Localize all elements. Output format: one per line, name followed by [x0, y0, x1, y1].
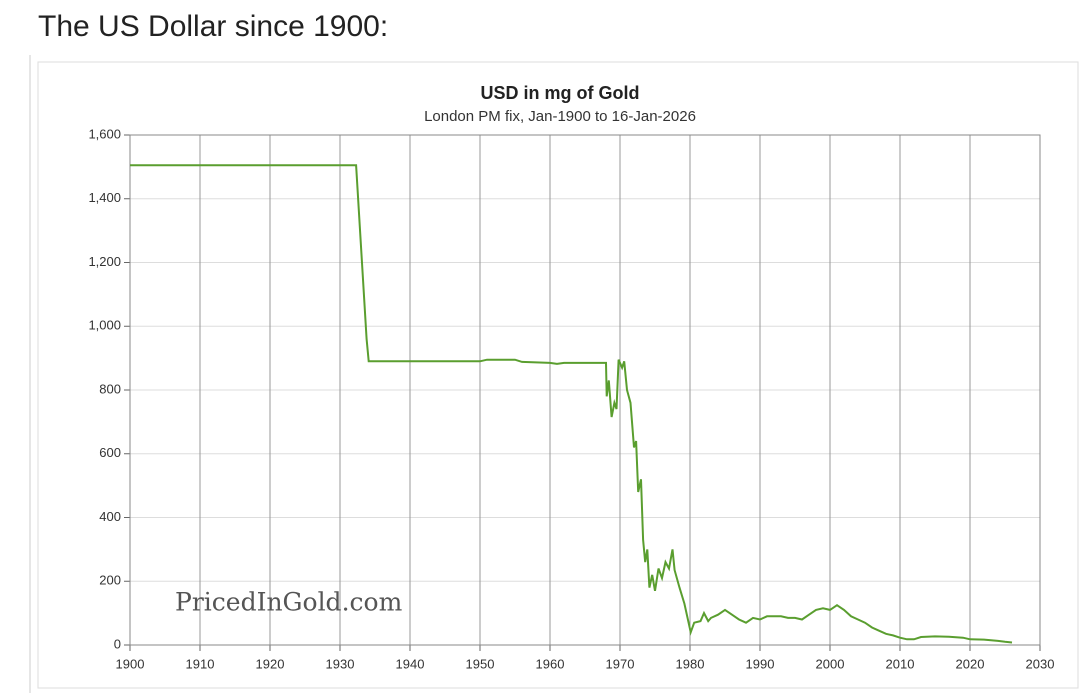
plot-frame — [129, 134, 1041, 646]
x-tick-label: 2030 — [1026, 656, 1055, 671]
x-tick-label: 1960 — [536, 656, 565, 671]
x-tick-label: 1930 — [326, 656, 355, 671]
y-tick-label: 1,400 — [88, 190, 121, 205]
data-line — [130, 164, 1013, 644]
x-tick-label: 1990 — [746, 656, 775, 671]
x-tick-label: 1910 — [186, 656, 215, 671]
chart-title: USD in mg of Gold — [481, 83, 640, 103]
y-tick-label: 1,000 — [88, 318, 121, 333]
heading: The US Dollar since 1900: — [38, 10, 388, 43]
x-tick-label: 1940 — [396, 656, 425, 671]
watermark: PricedInGold.com — [175, 588, 403, 617]
y-tick-label: 1,200 — [88, 254, 121, 269]
x-tick-label: 1920 — [256, 656, 285, 671]
x-tick-label: 2020 — [956, 656, 985, 671]
x-tick-label: 1980 — [676, 656, 705, 671]
y-tick-label: 800 — [99, 381, 121, 396]
x-tick-label: 1900 — [116, 656, 145, 671]
y-tick-label: 1,600 — [88, 126, 121, 141]
chart-subtitle: London PM fix, Jan-1900 to 16-Jan-2026 — [424, 108, 696, 125]
x-tick-label: 1970 — [606, 656, 635, 671]
y-tick-label: 0 — [114, 636, 121, 651]
y-tick-label: 600 — [99, 445, 121, 460]
x-tick-label: 1950 — [466, 656, 495, 671]
y-tick-label: 400 — [99, 509, 121, 524]
y-tick-label: 200 — [99, 573, 121, 588]
x-tick-label: 2000 — [816, 656, 845, 671]
x-tick-label: 2010 — [886, 656, 915, 671]
chart-panel — [37, 61, 1079, 689]
